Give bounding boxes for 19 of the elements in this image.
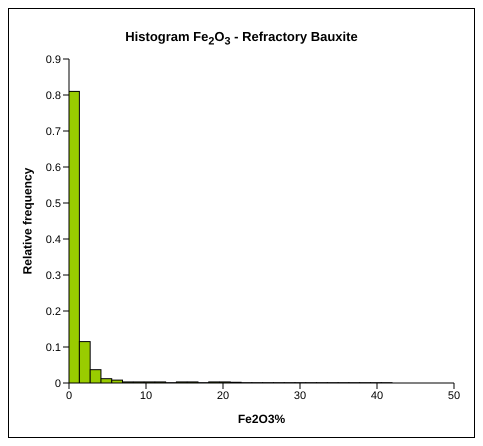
y-axis-title: Relative frequency bbox=[20, 167, 34, 274]
y-tick-label: 0.9 bbox=[46, 54, 61, 66]
y-tick-label: 0.2 bbox=[46, 306, 61, 318]
x-tick-label: 50 bbox=[448, 390, 460, 402]
y-tick-label: 0.8 bbox=[46, 90, 61, 102]
x-tick-label: 40 bbox=[370, 390, 384, 402]
y-tick-label: 0.3 bbox=[46, 270, 61, 282]
y-tick-label: 0.6 bbox=[46, 162, 61, 174]
x-tick-label: 20 bbox=[216, 390, 230, 402]
chart-title: Histogram Fe$_{2}$O$_{3}$ - Refractory Bauxite bbox=[124, 28, 359, 49]
x-tick-label: 30 bbox=[294, 390, 306, 402]
y-tick-label: 0.1 bbox=[46, 342, 61, 354]
y-tick-label: 0.5 bbox=[46, 198, 61, 210]
x-axis-title: Fe2O3% bbox=[238, 412, 286, 426]
y-tick-label: 0.4 bbox=[46, 234, 61, 246]
y-tick-label: 0.7 bbox=[46, 126, 61, 138]
x-tick-label: 0 bbox=[66, 390, 72, 402]
x-tick-label: 10 bbox=[140, 390, 152, 402]
y-tick-label: 0 bbox=[54, 378, 61, 390]
